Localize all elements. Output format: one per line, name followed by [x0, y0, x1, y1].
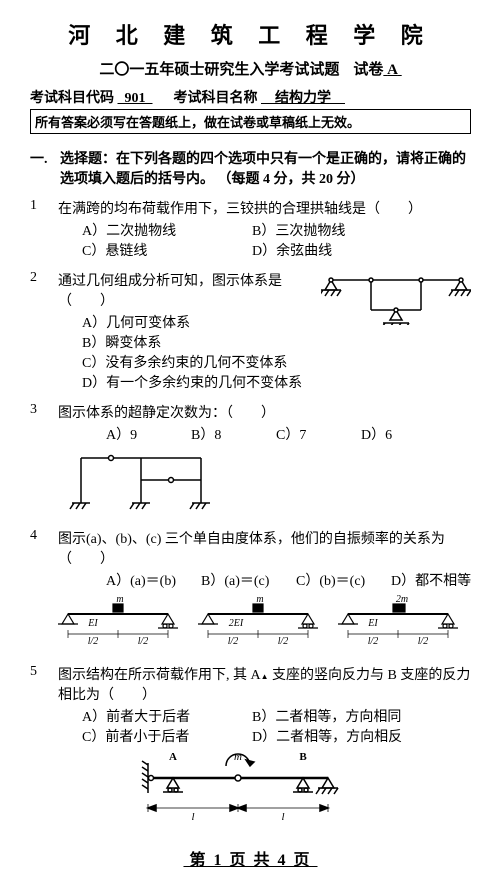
svg-text:l: l: [191, 811, 194, 823]
svg-text:2EI: 2EI: [229, 618, 244, 629]
university-title: 河 北 建 筑 工 程 学 院: [30, 18, 471, 50]
q4-diagram: m EI l/2 l/2: [58, 594, 478, 654]
q3-opt-a: A）9: [82, 424, 167, 444]
svg-text:l/2: l/2: [278, 636, 289, 647]
paper-label: 试卷 A: [353, 58, 401, 79]
svg-text:l: l: [281, 811, 284, 823]
svg-text:l/2: l/2: [418, 636, 429, 647]
subtitle-row: 二〇一五年硕士研究生入学考试试题 试卷 A: [30, 58, 471, 79]
svg-text:l/2: l/2: [228, 636, 239, 647]
subject-label: 考试科目名称: [174, 91, 258, 106]
svg-text:l/2: l/2: [368, 636, 379, 647]
svg-text:A: A: [169, 751, 177, 763]
q1-opt-a: A）二次抛物线: [58, 220, 228, 240]
q4-opt-b: B）(a)＝(c): [177, 570, 272, 590]
question-2: 2 通过几何组成分析可知，图示体系是（ ） A）几何可变体系 B）瞬变体系 C）…: [30, 270, 471, 392]
section-1-num: 一.: [30, 148, 60, 168]
code-label: 考试科目代码: [30, 91, 114, 106]
q1-opt-c: C）悬链线: [58, 240, 228, 260]
page-footer: 第 1 页 共 4 页: [30, 846, 471, 870]
q3-opt-d: D）6: [337, 424, 422, 444]
q2-opt-a: A）几何可变体系: [58, 312, 311, 332]
q5-stem: 图示结构在所示荷载作用下, 其 A▲ 支座的竖向反力与 B 支座的反力相比为（ …: [58, 664, 471, 704]
q4-opt-c: C）(b)＝(c): [272, 570, 367, 590]
paper-label-text: 试卷: [353, 62, 383, 78]
q4-opt-d: D）都不相等: [367, 570, 471, 590]
svg-text:2m: 2m: [396, 594, 408, 605]
q3-num: 3: [30, 402, 58, 418]
q1-opt-b: B）三次抛物线: [228, 220, 398, 240]
svg-text:EI: EI: [367, 618, 378, 629]
subject-value: 结构力学: [261, 91, 345, 106]
q5-opt-d: D）二者相等，方向相反: [228, 726, 402, 746]
svg-text:m: m: [256, 594, 263, 605]
q2-opt-b: B）瞬变体系: [58, 332, 311, 352]
q5-opt-a: A）前者大于后者: [58, 706, 228, 726]
svg-text:B: B: [299, 751, 307, 763]
q2-num: 2: [30, 270, 58, 286]
q5-opt-c: C）前者小于后者: [58, 726, 228, 746]
q3-opt-c: C）7: [252, 424, 337, 444]
q5-opt-b: B）二者相等，方向相同: [228, 706, 401, 726]
svg-text:l/2: l/2: [88, 636, 99, 647]
svg-text:EI: EI: [87, 618, 98, 629]
notice-box: 所有答案必须写在答题纸上，做在试卷或草稿纸上无效。: [30, 109, 471, 134]
q4-num: 4: [30, 528, 58, 544]
svg-text:m: m: [234, 751, 242, 763]
q2-diagram: [321, 270, 471, 325]
question-5: 5 图示结构在所示荷载作用下, 其 A▲ 支座的竖向反力与 B 支座的反力相比为…: [30, 664, 471, 828]
q2-opt-d: D）有一个多余约束的几何不变体系: [58, 372, 311, 392]
section-1-score: （每题 4 分，共 20 分）: [218, 172, 365, 187]
svg-text:m: m: [116, 594, 123, 605]
question-4: 4 图示(a)、(b)、(c) 三个单自由度体系，他们的自振频率的关系为（ ） …: [30, 528, 471, 654]
q5-num: 5: [30, 664, 58, 680]
q3-opt-b: B）8: [167, 424, 252, 444]
q1-stem: 在满跨的均布荷载作用下，三铰拱的合理拱轴线是（ ）: [58, 198, 471, 218]
svg-text:l/2: l/2: [138, 636, 149, 647]
q5-diagram: m A B: [118, 748, 368, 828]
exam-title: 二〇一五年硕士研究生入学考试试题: [99, 58, 339, 79]
q2-opt-c: C）没有多余约束的几何不变体系: [58, 352, 311, 372]
q1-num: 1: [30, 198, 58, 214]
q4-opt-a: A）(a)＝(b): [82, 570, 177, 590]
paper-variant: A: [383, 62, 401, 78]
q4-stem: 图示(a)、(b)、(c) 三个单自由度体系，他们的自振频率的关系为（ ）: [58, 528, 478, 568]
question-1: 1 在满跨的均布荷载作用下，三铰拱的合理拱轴线是（ ） A）二次抛物线 B）三次…: [30, 198, 471, 260]
q3-diagram: [66, 448, 226, 518]
question-3: 3 图示体系的超静定次数为：（ ） A）9 B）8 C）7 D）6: [30, 402, 471, 518]
code-value: 901: [118, 91, 153, 106]
meta-row: 考试科目代码 901 考试科目名称 结构力学: [30, 87, 471, 107]
q2-stem: 通过几何组成分析可知，图示体系是（ ）: [58, 270, 311, 310]
q3-stem: 图示体系的超静定次数为：（ ）: [58, 402, 471, 422]
section-1-header: 一. 选择题：在下列各题的四个选项中只有一个是正确的，请将正确的选项填入题后的括…: [30, 148, 471, 188]
q1-opt-d: D）余弦曲线: [228, 240, 398, 260]
